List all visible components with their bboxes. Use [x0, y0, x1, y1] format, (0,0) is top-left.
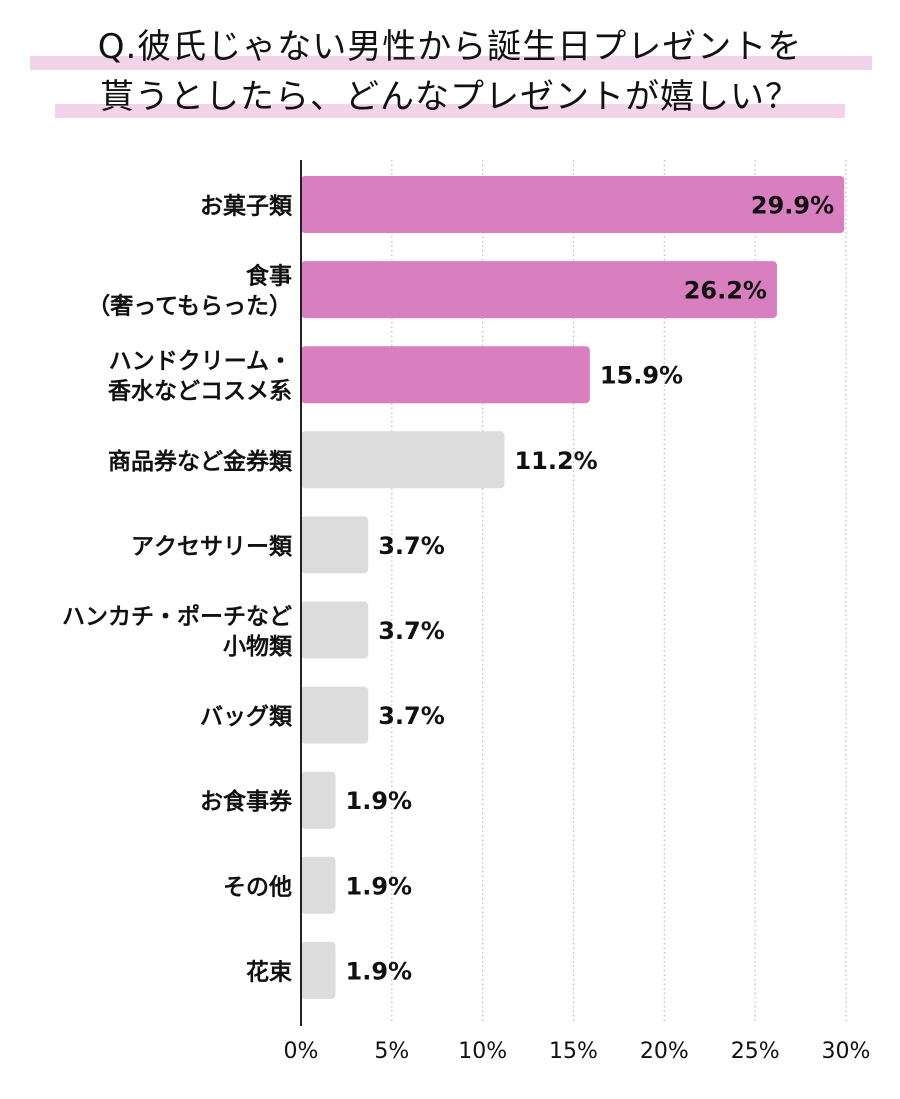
bar — [301, 261, 777, 319]
title-highlight-band-2 — [55, 104, 845, 118]
bar-value-label: 1.9% — [346, 872, 413, 900]
category-label: ハンカチ・ポーチなど — [62, 603, 292, 630]
category-label: お食事券 — [200, 788, 293, 815]
category-label: 商品券など金券類 — [108, 448, 293, 475]
category-label: （奢ってもらった） — [87, 293, 292, 320]
x-tick-label: 5% — [374, 1039, 409, 1064]
bar-value-label: 26.2% — [684, 277, 767, 305]
category-label: 小物類 — [223, 633, 293, 660]
bar-value-label: 15.9% — [600, 362, 683, 390]
x-tick-label: 0% — [284, 1039, 319, 1064]
title-highlight-band-1 — [30, 56, 872, 70]
bar — [301, 771, 336, 829]
bar — [301, 516, 369, 574]
x-tick-label: 30% — [822, 1039, 871, 1064]
bar-value-label: 1.9% — [346, 957, 413, 985]
category-label: 食事 — [246, 263, 292, 290]
chart-title-line-1: Q.彼氏じゃない男性から誕生日プレゼントを — [97, 27, 803, 67]
bar-value-label: 11.2% — [514, 447, 597, 475]
bar — [301, 346, 590, 404]
bar-value-label: 3.7% — [378, 532, 445, 560]
x-tick-label: 10% — [458, 1039, 507, 1064]
bar — [301, 176, 845, 233]
bar-value-label: 3.7% — [378, 702, 445, 730]
category-label: アクセサリー類 — [131, 534, 293, 560]
category-label: 花束 — [246, 959, 293, 985]
x-tick-label: 15% — [549, 1039, 598, 1064]
x-tick-label: 25% — [731, 1039, 780, 1064]
bar — [301, 856, 336, 914]
bar — [301, 686, 369, 744]
category-label: お菓子類 — [200, 194, 293, 220]
bar — [301, 431, 505, 489]
category-label: 香水などコスメ系 — [108, 379, 292, 405]
category-label: ハンドクリーム・ — [109, 349, 292, 375]
x-tick-label: 20% — [640, 1039, 689, 1064]
bar-value-label: 3.7% — [378, 617, 445, 645]
bar-value-label: 29.9% — [751, 192, 834, 220]
bar-value-label: 1.9% — [346, 787, 413, 815]
category-label: バッグ類 — [200, 703, 293, 730]
bar — [301, 601, 369, 659]
bar — [301, 941, 336, 999]
chart-title-line-2: 貰うとしたら、どんなプレゼントが嬉しい？ — [100, 77, 800, 117]
category-label: その他 — [223, 874, 292, 900]
